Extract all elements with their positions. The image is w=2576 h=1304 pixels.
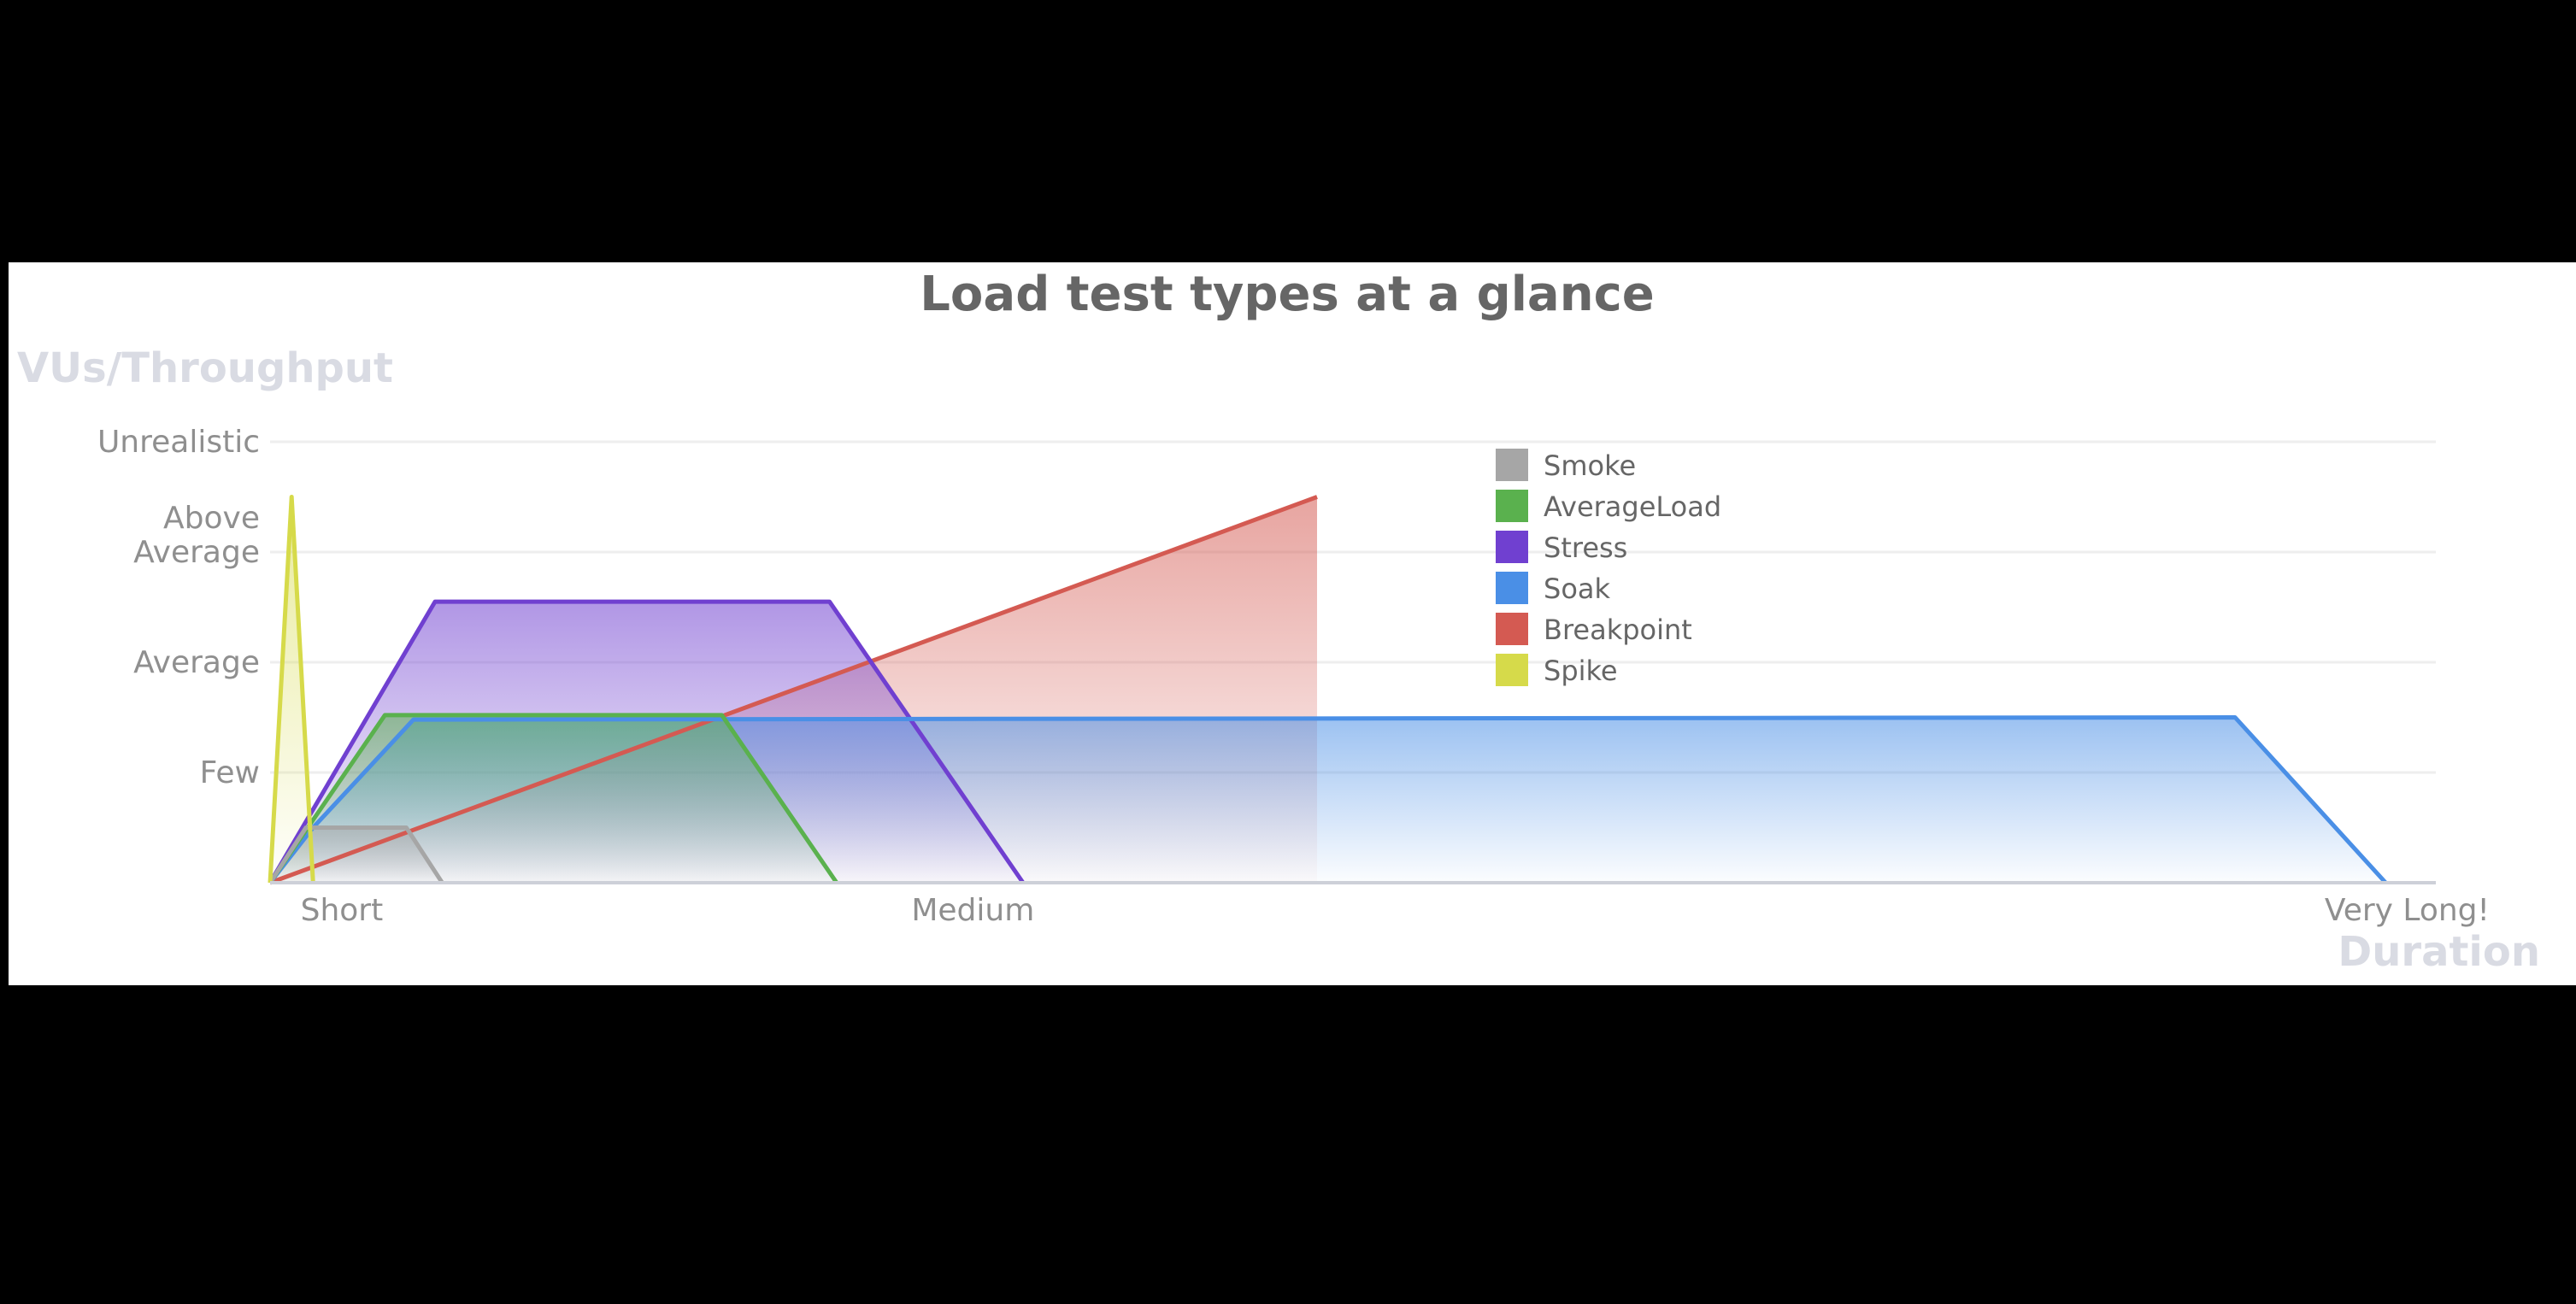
legend-swatch-soak — [1496, 572, 1528, 604]
line-smoke — [268, 825, 444, 884]
legend-label-breakpoint: Breakpoint — [1544, 614, 1692, 646]
legend-swatch-stress — [1496, 531, 1528, 563]
area-spike — [270, 496, 314, 883]
legend-label-soak: Soak — [1544, 573, 1611, 605]
legend-swatch-spike — [1496, 654, 1528, 686]
line-spike — [268, 495, 315, 884]
legend-swatch-breakpoint — [1496, 613, 1528, 645]
load-test-chart: Load test types at a glance VUs/Throughp… — [17, 267, 2540, 976]
legend: Smoke AverageLoad Stress Soak Breakpoint Spik… — [1496, 449, 1721, 687]
y-tick-label: Unrealistic — [97, 425, 260, 460]
legend-label-smoke: Smoke — [1544, 449, 1636, 482]
line-stress — [268, 599, 1026, 884]
y-axis-title: VUs/Throughput — [17, 344, 393, 392]
series-lines — [268, 495, 2388, 885]
y-tick-label: Few — [200, 755, 260, 790]
line-soak — [268, 715, 2388, 884]
line-breakpoint — [269, 495, 1318, 885]
x-tick-label: Very Long! — [2325, 893, 2490, 928]
legend-swatch-averageload — [1496, 490, 1528, 522]
chart-title: Load test types at a glance — [920, 267, 1655, 322]
x-tick-label: Short — [301, 893, 384, 928]
legend-swatch-smoke — [1496, 449, 1528, 481]
legend-label-spike: Spike — [1544, 655, 1618, 687]
x-axis-title: Duration — [2338, 928, 2540, 976]
legend-label-averageload: AverageLoad — [1544, 490, 1721, 523]
chart-panel: Load test types at a glance VUs/Throughp… — [9, 262, 2576, 985]
x-ticks: Short Medium Very Long! — [301, 893, 2490, 928]
y-tick-label: Average — [133, 645, 260, 680]
legend-label-stress: Stress — [1544, 532, 1627, 564]
series-areas — [270, 496, 2386, 883]
line-averageload — [268, 713, 838, 884]
x-tick-label: Medium — [911, 893, 1034, 928]
y-tick-label: Average — [133, 535, 260, 570]
y-tick-label: Above — [163, 501, 260, 536]
